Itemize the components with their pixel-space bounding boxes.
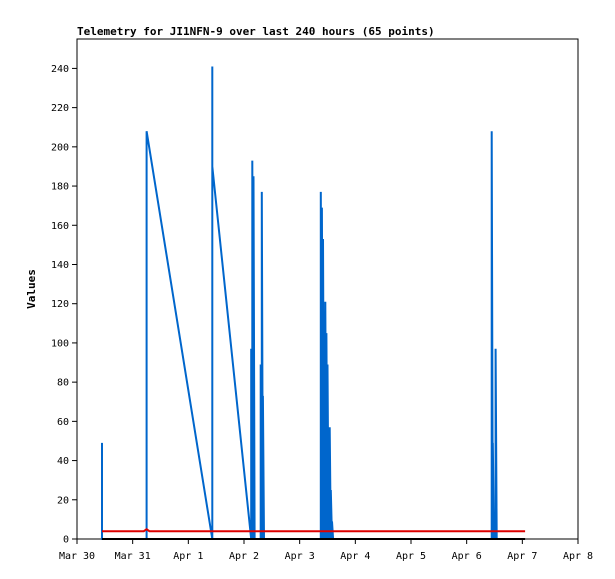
y-tick-label: 220 xyxy=(51,103,69,114)
y-tick-label: 120 xyxy=(51,299,69,310)
x-tick-label: Mar 30 xyxy=(59,551,95,562)
x-tick-label: Apr 3 xyxy=(285,551,315,562)
y-axis-label: Values xyxy=(25,269,38,309)
series-line-2 xyxy=(102,527,526,533)
x-tick-label: Apr 6 xyxy=(452,551,482,562)
y-tick-label: 40 xyxy=(57,456,69,467)
series-line-1 xyxy=(101,66,498,540)
x-tick-label: Mar 31 xyxy=(115,551,151,562)
y-tick-label: 0 xyxy=(63,535,69,546)
y-tick-label: 160 xyxy=(51,221,69,232)
x-tick-label: Apr 5 xyxy=(396,551,426,562)
x-tick-label: Apr 2 xyxy=(229,551,259,562)
series-layer xyxy=(101,66,526,540)
y-tick-label: 240 xyxy=(51,64,69,75)
y-tick-label: 140 xyxy=(51,260,69,271)
y-tick-label: 60 xyxy=(57,417,69,428)
chart-title: Telemetry for JI1NFN-9 over last 240 hou… xyxy=(77,25,435,38)
x-tick-label: Apr 8 xyxy=(563,551,593,562)
y-tick-label: 100 xyxy=(51,338,69,349)
y-tick-label: 200 xyxy=(51,142,69,153)
y-axis: 0 20 40 60 80 100 120 140 160 180 200 220 240 xyxy=(51,64,77,546)
x-tick-label: Apr 1 xyxy=(173,551,203,562)
y-tick-label: 180 xyxy=(51,182,69,193)
y-tick-label: 20 xyxy=(57,495,69,506)
x-tick-label: Apr 4 xyxy=(340,551,370,562)
x-axis: Mar 30 Mar 31 Apr 1 Apr 2 Apr 3 Apr 4 Apr 5 Apr… xyxy=(59,539,593,562)
y-tick-label: 80 xyxy=(57,378,69,389)
x-tick-label: Apr 7 xyxy=(507,551,537,562)
